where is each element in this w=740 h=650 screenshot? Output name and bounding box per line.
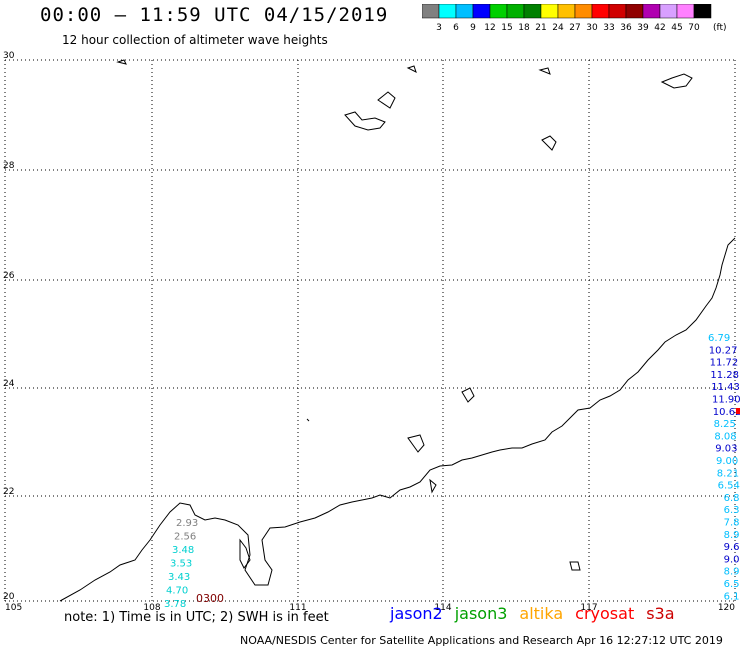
latitude-label: 20: [3, 592, 15, 602]
longitude-label: 120: [718, 603, 735, 613]
wave-height-value: 3.48: [172, 545, 194, 556]
colorbar-tick-label: 9: [470, 23, 476, 33]
longitude-label: 114: [434, 603, 451, 613]
colorbar-tick-label: 42: [654, 23, 665, 33]
longitude-label: 117: [580, 603, 597, 613]
satellite-s3a: s3a: [646, 604, 675, 623]
track-values-left: 2.93 2.56 3.48 3.53 3.43 4.70 3.78 0300: [164, 518, 224, 610]
wave-height-value: 7.83: [724, 518, 740, 529]
wave-height-value: 8.96: [724, 530, 740, 541]
wave-height-value: 11.72: [710, 358, 739, 369]
wave-height-value: 6.57: [724, 579, 740, 590]
colorbar-tick-label: 30: [586, 23, 598, 33]
latitude-label: 22: [3, 487, 14, 497]
wave-height-value: 9.00: [716, 456, 738, 467]
wave-height-value: 10.27: [709, 345, 738, 356]
map-subtitle: 12 hour collection of altimeter wave hei…: [62, 33, 328, 47]
credit-text: NOAA/NESDIS Center for Satellite Applica…: [240, 634, 723, 647]
wave-height-value: 8.25: [714, 419, 736, 430]
latitude-label: 24: [3, 379, 15, 389]
note-text: note: 1) Time is in UTC; 2) SWH is in fe…: [64, 610, 329, 625]
colorbar-tick-label: 18: [518, 23, 530, 33]
satellite-jason3: jason3: [454, 604, 508, 623]
colorbar-tick-label: 33: [603, 23, 614, 33]
wave-height-value: 3.43: [168, 572, 190, 583]
satellite-legend: jason2 jason3 altika cryosat s3a: [390, 604, 687, 623]
wave-height-value: 2.93: [176, 518, 198, 529]
coastline: [59, 59, 736, 602]
wave-height-value: 6.32: [724, 505, 740, 516]
map-title: 00:00 – 11:59 UTC 04/15/2019: [40, 4, 389, 26]
wave-height-value: 11.90: [712, 395, 740, 406]
wave-height-value: 6.54: [718, 481, 740, 492]
colorbar-tick-label: 3: [436, 23, 442, 33]
wave-height-value: 6.14: [724, 591, 740, 602]
wave-height-value: 6.79: [708, 333, 730, 344]
wave-height-value: 9.03: [715, 444, 737, 455]
lat-lon-grid: [4, 59, 736, 602]
wave-height-value: 8.98: [724, 567, 740, 578]
satellite-cryosat: cryosat: [575, 604, 635, 623]
satellite-jason2: jason2: [390, 604, 443, 623]
colorbar-tick-label: 45: [671, 23, 682, 33]
colorbar-tick-label: 12: [484, 23, 495, 33]
longitude-label: 111: [289, 603, 306, 613]
colorbar-tick-label: 15: [501, 23, 512, 33]
wave-height-value: 8.21: [717, 468, 739, 479]
wave-height-value: 11.28: [710, 370, 739, 381]
track-values-right: 6.7910.2711.7211.2811.4311.9010.628.258.…: [708, 333, 740, 602]
wave-height-value: 4.70: [166, 586, 188, 597]
latitude-label: 30: [3, 51, 15, 61]
colorbar-tick-label: 39: [637, 23, 649, 33]
satellite-altika: altika: [519, 604, 564, 623]
longitude-label: 108: [143, 603, 160, 613]
colorbar-legend: 3 6 9 12 15 18 21 24 27 30 33 36 39 42 45 70 (ft): [422, 4, 727, 33]
pass-time-label: 0300: [196, 592, 224, 605]
colorbar-tick-label: 24: [552, 23, 564, 33]
latitude-label: 26: [3, 271, 15, 281]
colorbar-tick-label: 27: [569, 23, 580, 33]
latitude-label: 28: [3, 161, 15, 171]
colorbar-tick-label: 21: [535, 23, 546, 33]
colorbar-tick-label: 70: [688, 23, 700, 33]
colorbar-tick-label: 6: [453, 23, 459, 33]
wave-height-value: 3.78: [164, 599, 186, 610]
colorbar-unit: (ft): [713, 23, 727, 33]
wave-height-value: 9.04: [724, 554, 740, 565]
wave-height-value: 11.43: [711, 382, 740, 393]
wave-height-value: 2.56: [174, 532, 196, 543]
colorbar-swatch: [693, 4, 712, 19]
wave-height-value: 6.84: [724, 493, 740, 504]
offscreen-marker: [736, 408, 740, 414]
longitude-labels: 105 108 111 114 117 120: [5, 603, 735, 613]
wave-height-value: 3.53: [170, 559, 192, 570]
colorbar-tick-label: 36: [620, 23, 632, 33]
longitude-label: 105: [5, 603, 22, 613]
wave-height-value: 9.67: [724, 542, 740, 553]
wave-height-value: 8.08: [714, 431, 736, 442]
latitude-labels: 30 28 26 24 22 20: [3, 51, 15, 602]
wave-height-value: 10.62: [713, 407, 740, 418]
